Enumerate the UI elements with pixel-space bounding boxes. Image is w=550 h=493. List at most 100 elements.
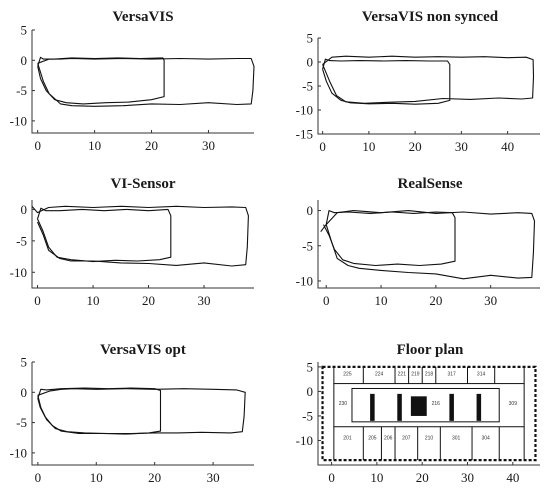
core-fixture [410,396,427,416]
y-tick-label: -5 [16,83,27,98]
y-tick-label: -10 [296,273,313,288]
panel-versavis-opt: VersaVIS opt 5 0 -5 -10 0 10 20 30 [10,342,254,485]
y-tick-label: -10 [10,113,27,128]
room-label: 219 [411,372,420,378]
room-label: 225 [343,372,352,378]
y-tick-label: -10 [10,445,27,460]
room-label: 205 [368,435,377,441]
x-tick-label: 0 [328,470,335,485]
y-tick-label: 0 [307,55,314,70]
y-tick-label: 0 [307,203,314,218]
y-tick-label: -5 [302,79,313,94]
y-tick-label: 0 [307,384,314,399]
x-tick-label: 10 [362,139,375,154]
axis-lines [31,200,254,289]
trajectory-line-2 [320,210,536,280]
y-tick-label: 0 [21,385,28,400]
x-tick-label: 40 [506,470,519,485]
x-tick-label: 0 [319,139,326,154]
panel-title: Floor plan [397,342,464,358]
x-tick-label: 0 [34,138,41,153]
x-tick-label: 30 [202,138,215,153]
x-tick-label: 40 [501,139,514,154]
trajectory-line-2 [31,205,249,267]
y-tick-label: -5 [302,238,313,253]
trajectory-line-1 [37,387,162,435]
trajectory-line-2 [37,388,246,435]
x-tick-label: 30 [207,470,220,485]
trajectory-line-1 [323,210,456,267]
x-tick-label: 30 [484,293,497,308]
y-tick-label: -5 [16,233,27,248]
x-tick-label: 20 [416,470,429,485]
axis-lines [317,38,540,135]
y-tick-label: 0 [21,202,28,217]
x-tick-label: 20 [148,470,161,485]
panel-title: VersaVIS non synced [362,9,499,25]
room-label: 230 [339,401,348,407]
x-tick-label: 10 [88,138,101,153]
panel-realsense: RealSense 0 -5 -10 0 10 20 30 [296,176,540,308]
y-tick-label: 5 [21,355,28,370]
x-tick-label: 30 [461,470,474,485]
panel-vi-sensor: VI-Sensor 0 -5 -10 0 10 20 30 [10,176,254,308]
x-tick-label: 30 [455,139,468,154]
panel-title: VersaVIS [112,9,173,25]
room-label: 301 [452,435,461,441]
panel-title: VI-Sensor [110,176,175,192]
trajectory-line-1 [37,56,165,105]
core-fixture [476,393,482,421]
y-tick-label: 5 [307,31,314,46]
axis-lines [317,200,540,289]
room-label: 216 [432,401,441,407]
core-fixture [397,393,402,421]
room-label: 207 [402,435,411,441]
x-tick-label: 10 [375,293,388,308]
x-tick-label: 0 [323,293,330,308]
trajectory-line-1 [322,58,451,105]
building-outline [321,365,537,462]
panel-title: VersaVIS opt [100,342,186,358]
y-tick-label: 0 [21,53,28,68]
trajectory-line-2 [37,57,255,107]
room-label: 201 [343,435,352,441]
core-fixture [449,393,454,421]
room-label: 304 [481,435,490,441]
y-tick-label: 5 [21,23,28,38]
x-tick-label: 30 [198,293,211,308]
y-tick-label: -10 [10,265,27,280]
x-tick-label: 0 [35,470,42,485]
x-tick-label: 20 [145,138,158,153]
room-label: 317 [447,372,456,378]
room-label: 206 [384,435,393,441]
y-tick-label: 5 [307,359,314,374]
room-label: 210 [425,435,434,441]
panel-floor-plan: Floor plan 5 0 -5 -10 0 10 20 30 40 225 224 221 219 2… [296,342,540,485]
x-tick-label: 0 [34,293,41,308]
x-tick-label: 10 [370,470,383,485]
panel-versavis-non-synced: VersaVIS non synced 5 0 -5 -10 -15 0 10 20 30 40 [296,9,540,154]
room-label: 218 [425,372,434,378]
trajectory-line-1 [36,207,172,263]
core-fixture [370,393,375,421]
room-label: 309 [509,401,518,407]
y-tick-label: -5 [16,415,27,430]
trajectory-line-2 [322,55,535,104]
x-tick-label: 20 [142,293,155,308]
y-tick-label: -15 [296,127,313,142]
core-block [351,387,500,423]
corridor-ring [333,383,525,428]
y-tick-label: -10 [296,103,313,118]
room-label: 224 [375,372,384,378]
axis-lines [31,362,254,466]
x-tick-label: 20 [409,139,422,154]
panel-versavis: VersaVIS 5 0 -5 -10 0 10 20 30 [10,9,255,153]
x-tick-label: 10 [90,470,103,485]
axis-lines [317,362,540,466]
y-tick-label: -5 [302,408,313,423]
room-label: 314 [477,372,486,378]
y-tick-label: -10 [296,433,313,448]
x-tick-label: 10 [87,293,100,308]
axis-lines [31,30,254,134]
